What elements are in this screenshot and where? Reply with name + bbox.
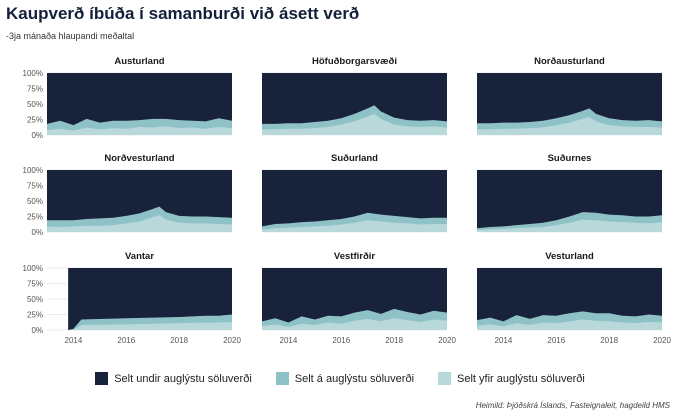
panel-9-xtick: 2018 <box>600 336 618 345</box>
legend-item-undir: Selt undir auglýstu söluverði <box>95 372 252 385</box>
panel-4-ytick: 100% <box>23 166 43 175</box>
legend: Selt undir auglýstu söluverði Selt á aug… <box>0 372 680 385</box>
panel-9-xtick: 2014 <box>495 336 513 345</box>
panel-5-title: Suðurland <box>331 153 378 164</box>
panel-7-xtick: 2014 <box>65 336 83 345</box>
panel-1-ytick: 100% <box>23 69 43 78</box>
panel-1-area-undir <box>47 73 232 135</box>
legend-label-yfir: Selt yfir auglýstu söluverði <box>457 372 585 385</box>
panel-1-ytick: 75% <box>27 85 43 94</box>
legend-swatch-yfir <box>438 372 452 385</box>
panel-7-title: Vantar <box>125 251 154 262</box>
panel-7-xtick: 2020 <box>223 336 241 345</box>
legend-label-undir: Selt undir auglýstu söluverði <box>114 372 252 385</box>
panel-1-ytick: 25% <box>27 116 43 125</box>
panel-8-area-yfir <box>262 318 447 330</box>
panel-1-ytick: 50% <box>27 100 43 109</box>
panel-7-ytick: 0% <box>31 326 43 335</box>
panel-4-ytick: 0% <box>31 228 43 237</box>
panel-7-xtick: 2018 <box>170 336 188 345</box>
chart-title: Kaupverð íbúða í samanburði við ásett ve… <box>6 4 360 23</box>
panel-3-title: Norðausturland <box>534 56 605 67</box>
legend-swatch-undir <box>95 372 109 385</box>
panel-9-xtick: 2016 <box>547 336 565 345</box>
legend-item-a: Selt á auglýstu söluverði <box>275 372 415 385</box>
panel-7-ytick: 25% <box>27 311 43 320</box>
panel-4-ytick: 25% <box>27 213 43 222</box>
panel-5-area-yfir <box>262 220 447 232</box>
legend-label-a: Selt á auglýstu söluverði <box>294 372 415 385</box>
panel-2-area-yfir <box>262 113 447 135</box>
panel-6-area-yfir <box>477 219 662 232</box>
panel-7-ytick: 75% <box>27 280 43 289</box>
panel-6-title: Suðurnes <box>548 153 592 164</box>
panel-7-area-undir <box>47 268 232 330</box>
panel-1-title: Austurland <box>114 56 164 67</box>
panel-9-area-yfir <box>477 319 662 330</box>
panel-7-ytick: 100% <box>23 264 43 273</box>
panel-7-xtick: 2016 <box>117 336 135 345</box>
panel-4-title: Norðvesturland <box>104 153 174 164</box>
panel-1-area-yfir <box>47 126 232 135</box>
panel-7-area-yfir <box>47 321 232 330</box>
panel-7-ytick: 50% <box>27 295 43 304</box>
panel-2-title: Höfuðborgarsvæði <box>312 56 397 67</box>
panel-8-xtick: 2016 <box>332 336 350 345</box>
panel-4-area-yfir <box>47 215 232 232</box>
panel-9-title: Vesturland <box>545 251 594 262</box>
source-note: Heimild: Þjóðskrá Íslands, Fasteignaleit… <box>475 401 670 410</box>
legend-swatch-a <box>275 372 289 385</box>
facet-chart: Austurland 0% 25% 50% 75% 100% Höfuðborgarsvæð… <box>23 56 672 345</box>
panel-8-xtick: 2014 <box>280 336 298 345</box>
panel-8-xtick: 2018 <box>385 336 403 345</box>
panel-1-ytick: 0% <box>31 131 43 140</box>
legend-item-yfir: Selt yfir auglýstu söluverði <box>438 372 585 385</box>
panel-4-ytick: 50% <box>27 197 43 206</box>
panel-4-ytick: 75% <box>27 182 43 191</box>
panel-3-area-yfir <box>477 117 662 135</box>
chart-subtitle: -3ja mánaða hlaupandi meðaltal <box>6 31 135 41</box>
panel-8-xtick: 2020 <box>438 336 456 345</box>
panel-9-xtick: 2020 <box>653 336 671 345</box>
panel-8-title: Vestfirðir <box>334 251 375 262</box>
